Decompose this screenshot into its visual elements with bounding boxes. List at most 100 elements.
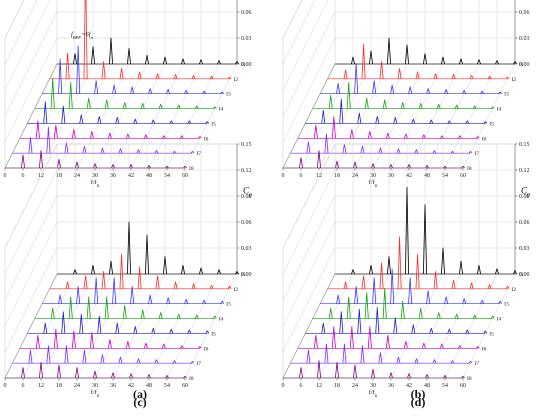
spectral-peak xyxy=(119,68,124,79)
spectral-peak xyxy=(155,275,160,289)
spectral-peak xyxy=(372,277,377,304)
x-tick-label: 48 xyxy=(424,173,430,179)
spectral-peak xyxy=(179,345,184,349)
floor-grid-x xyxy=(426,273,480,379)
spectral-peak xyxy=(140,102,145,109)
spectral-peak xyxy=(495,60,499,65)
side-grid-y xyxy=(282,143,336,249)
spectral-peak xyxy=(197,136,202,139)
side-grid-y xyxy=(4,0,38,65)
series-I4: I4 xyxy=(34,77,224,113)
side-grid-y xyxy=(282,169,336,275)
spectral-peak xyxy=(79,313,84,334)
spectral-peak xyxy=(336,82,341,94)
x-axis-label-sub: n xyxy=(97,394,100,399)
x-tick-label: 42 xyxy=(406,173,412,179)
spectral-peak xyxy=(353,161,357,169)
probe-label: I6 xyxy=(204,136,209,142)
spectral-peak xyxy=(145,234,149,275)
spectral-peak xyxy=(73,53,77,65)
x-tick-label: 36 xyxy=(110,173,116,179)
spectral-peak xyxy=(418,307,423,319)
probe-label: I2 xyxy=(512,287,517,293)
spectral-peak xyxy=(65,281,70,289)
spectral-peak xyxy=(57,158,61,169)
spectral-peak xyxy=(53,328,58,349)
spectral-peak xyxy=(469,74,474,80)
spectral-peak xyxy=(379,262,384,289)
spectral-peak xyxy=(433,73,438,79)
spectral-peak xyxy=(451,279,456,289)
spectral-peak xyxy=(122,305,127,319)
probe-label: I2 xyxy=(512,77,517,83)
spectral-peak xyxy=(396,148,401,154)
spectral-peak xyxy=(64,345,69,364)
spectral-peak xyxy=(107,339,112,349)
spectral-peak xyxy=(335,160,339,169)
spectral-peak xyxy=(498,300,503,304)
spectral-peak xyxy=(429,119,434,124)
side-grid-y xyxy=(4,169,58,275)
spectral-peak xyxy=(462,89,467,94)
spectral-peak xyxy=(82,349,87,364)
spectral-peak xyxy=(462,298,467,304)
spectral-peak xyxy=(331,326,336,349)
spectral-peak xyxy=(367,326,372,349)
probe-label: I4 xyxy=(497,317,502,323)
left-top-edge xyxy=(4,0,25,39)
spectral-peak xyxy=(109,260,113,275)
spectral-peak xyxy=(367,130,372,139)
x-tick-label: 18 xyxy=(334,383,340,389)
spectral-peak xyxy=(166,88,171,94)
spectral-peak xyxy=(89,130,94,139)
series-I3: I3 xyxy=(42,45,231,98)
probe-label: I6 xyxy=(482,346,487,352)
spectral-peak xyxy=(361,43,366,79)
spectral-peak xyxy=(109,37,113,65)
z-tick-label: 0.06 xyxy=(519,10,530,16)
spectral-peak xyxy=(148,88,153,94)
spectral-peak xyxy=(115,322,120,334)
spectral-peak xyxy=(495,268,499,275)
x-tick-label: 0 xyxy=(4,173,7,179)
x-tick-label: 12 xyxy=(316,383,322,389)
spectral-peak xyxy=(91,264,95,275)
floor-grid-x xyxy=(130,63,184,169)
spectral-peak xyxy=(490,106,495,109)
spectral-peak xyxy=(151,327,156,334)
spectral-peak xyxy=(176,313,181,319)
spectral-peak xyxy=(125,133,130,139)
spectral-peak xyxy=(450,360,455,364)
spectral-peak xyxy=(64,142,69,154)
x-tick-label: 6 xyxy=(300,173,303,179)
spectral-peak xyxy=(461,375,465,379)
spectral-peak xyxy=(369,264,373,275)
spectral-peak xyxy=(50,307,55,319)
spectral-peak xyxy=(378,352,383,364)
spectral-peak xyxy=(432,359,437,364)
spectral-peak xyxy=(53,124,58,139)
probe-label: I2 xyxy=(234,77,239,83)
spectral-peak xyxy=(209,75,214,80)
spectral-peak xyxy=(83,0,88,79)
series-I6: I6 xyxy=(297,326,487,352)
spectral-peak xyxy=(349,326,354,349)
spectral-peak xyxy=(130,285,135,304)
spectral-peak xyxy=(199,267,203,275)
x-tick-label: 6 xyxy=(300,383,303,389)
spectral-peak xyxy=(354,285,359,304)
floor-grid-x xyxy=(462,63,516,169)
spectral-peak xyxy=(39,362,43,379)
spectral-peak xyxy=(100,147,105,154)
spectral-peak xyxy=(418,102,423,109)
spectral-peak xyxy=(441,56,445,65)
cp-axis-label: Cp xyxy=(243,185,252,198)
series-I2: I2 xyxy=(49,0,239,83)
spectral-peak xyxy=(439,135,444,139)
spectral-peak xyxy=(35,334,40,349)
spectral-peak xyxy=(408,277,413,304)
spectral-peak xyxy=(205,330,210,334)
spectral-peak xyxy=(351,56,355,65)
floor-grid-x xyxy=(112,63,166,169)
spectral-peak xyxy=(190,361,195,364)
